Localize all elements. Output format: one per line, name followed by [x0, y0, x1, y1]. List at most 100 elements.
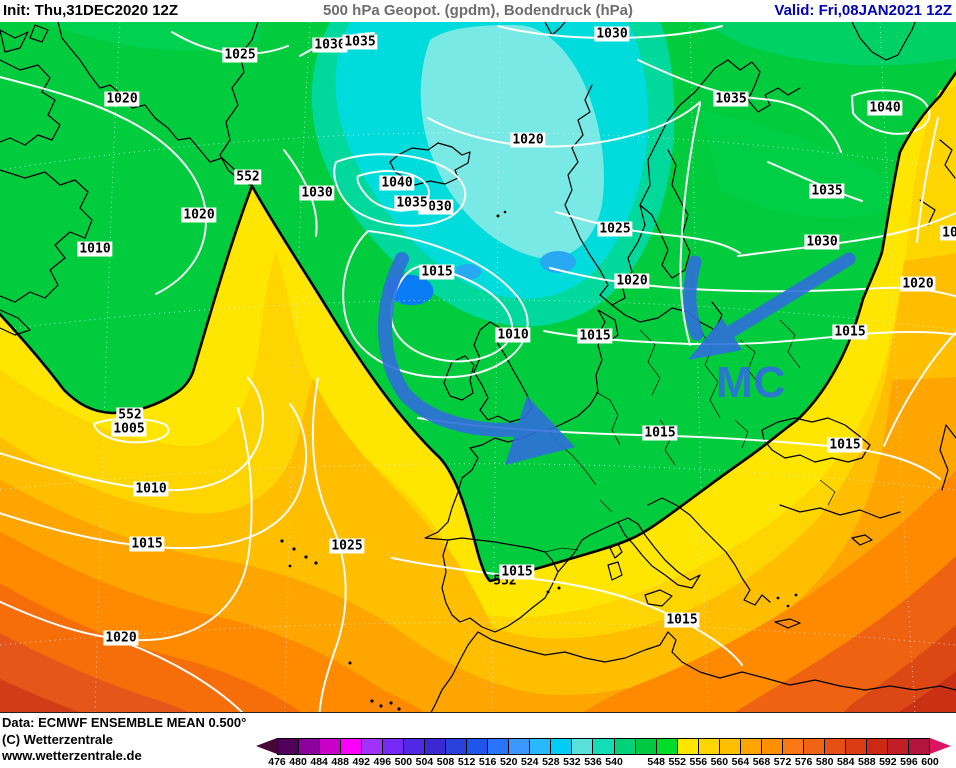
geopotential-552-label: 552 — [234, 169, 262, 185]
isobar-label: 1025 — [597, 221, 633, 237]
caspian-coast — [939, 424, 956, 491]
labrador-coast — [0, 169, 93, 303]
colorbar-segment — [382, 739, 404, 754]
isobar-label: 1020 — [510, 132, 546, 148]
novaya-zemlya-coast — [851, 22, 916, 61]
isobar-label: 1035 — [809, 183, 845, 199]
isobar-label: 10 — [940, 225, 956, 241]
colorbar-tick: 524 — [521, 756, 539, 768]
turkey-coast — [779, 504, 901, 519]
isobar-label: 1015 — [642, 425, 678, 441]
isobar-label: 1025 — [329, 538, 365, 554]
colorbar-tick: 588 — [858, 756, 876, 768]
colorbar-tick: 504 — [415, 756, 434, 768]
isobar-label: 1040 — [867, 100, 903, 116]
colorbar-segment — [865, 739, 887, 754]
isobar-label: 1035 — [342, 34, 378, 50]
colorbar-segment — [529, 739, 551, 754]
colorbar-tick: 600 — [921, 756, 939, 768]
isobar-label: 1035 — [713, 91, 749, 107]
colorbar-segment — [781, 739, 803, 754]
colorbar-segment — [571, 739, 593, 754]
isobar-label: 1015 — [419, 264, 455, 280]
colorbar-tick: 552 — [668, 756, 686, 768]
curved-arrow-west-shaft — [378, 252, 529, 437]
colorbar-segment — [508, 739, 530, 754]
colorbar-segment — [823, 739, 845, 754]
colorbar-tick: 528 — [542, 756, 560, 768]
isobar-label: 1005 — [111, 421, 147, 437]
colorbar-tick: 536 — [584, 756, 602, 768]
colorbar-segment — [676, 739, 698, 754]
curved-arrow-west-head — [505, 396, 575, 465]
colorbar-segment — [340, 739, 362, 754]
colorbar-segment — [445, 739, 467, 754]
graticule — [0, 22, 956, 712]
isobar-label: 1040 — [379, 175, 415, 191]
colorbar-segment — [886, 739, 908, 754]
biscay-coast — [424, 431, 537, 541]
colorbar-segment — [403, 739, 425, 754]
isobar-label: 1015 — [577, 328, 613, 344]
colorbar-segment — [361, 739, 383, 754]
colorbar-segment — [697, 739, 719, 754]
colorbar-tick: 532 — [563, 756, 581, 768]
colorbar-right-arrow — [930, 738, 951, 754]
colorbar-tick: 596 — [900, 756, 918, 768]
colorbar-tick: 496 — [373, 756, 392, 768]
colorbar-segment — [319, 739, 341, 754]
colorbar-segment — [739, 739, 761, 754]
isobar-label: 1010 — [77, 241, 113, 257]
black-sea-coast — [761, 417, 871, 463]
valid-datetime: Valid: Fri,08JAN2021 12Z — [774, 2, 952, 19]
annotation-arrows — [378, 252, 856, 465]
colorbar-segment — [466, 739, 488, 754]
colorbar-tick: 584 — [836, 756, 855, 768]
arrow-east-shaft-hook — [683, 255, 704, 341]
isobar-label: 1015 — [832, 324, 868, 340]
crete-coast — [774, 618, 801, 629]
balkans-coast — [647, 497, 771, 606]
colorbar-tick: 548 — [647, 756, 665, 768]
colorbar-ticks: 476 480 484 488 492 496 500 504 508 512 516 520 524 5… — [0, 756, 956, 768]
iberia-coast — [441, 537, 559, 633]
isobar-label: 1010 — [133, 481, 169, 497]
isobar-label: 1030 — [804, 234, 840, 250]
coastlines — [0, 22, 956, 712]
colorbar-segment — [550, 739, 572, 754]
colorbar-tick: 568 — [752, 756, 771, 768]
website-line: www.wetterzentrale.de — [2, 748, 142, 763]
colorbar-tick: 572 — [773, 756, 792, 768]
north-africa-coast — [477, 631, 956, 691]
morocco-coast — [430, 631, 479, 712]
colorbar-segment — [907, 739, 929, 754]
north-sea-coast — [547, 329, 606, 431]
colorbar-tick: 556 — [689, 756, 708, 768]
colorbar-segment — [655, 739, 677, 754]
isobar-label: 1015 — [664, 612, 700, 628]
colorbar-segment — [718, 739, 740, 754]
colorbar-tick: 580 — [815, 756, 834, 768]
colorbar-tick: 492 — [352, 756, 371, 768]
colorbar-tick: 520 — [499, 756, 518, 768]
isobars — [0, 25, 956, 712]
colorbar-segment — [592, 739, 614, 754]
colorbar — [277, 738, 930, 755]
isobar-label: 1015 — [827, 437, 863, 453]
isobar-label: 1030 — [312, 37, 348, 53]
colorbar-segment — [424, 739, 446, 754]
map-title: 500 hPa Geopot. (gpdm), Bodendruck (hPa) — [322, 2, 634, 19]
isobar-label: 1020 — [900, 276, 936, 292]
colorbar-tick: 488 — [331, 756, 349, 768]
colorbar-tick: 480 — [289, 756, 307, 768]
colorbar-segment — [298, 739, 320, 754]
isobar-label: 1020 — [103, 630, 139, 646]
colorbar-segment — [278, 739, 299, 754]
colorbar-segment — [802, 739, 824, 754]
colorbar-segment — [487, 739, 509, 754]
mc-annotation-text: MC — [716, 358, 787, 407]
colorbar-tick: 560 — [710, 756, 729, 768]
colorbar-tick: 592 — [879, 756, 897, 768]
